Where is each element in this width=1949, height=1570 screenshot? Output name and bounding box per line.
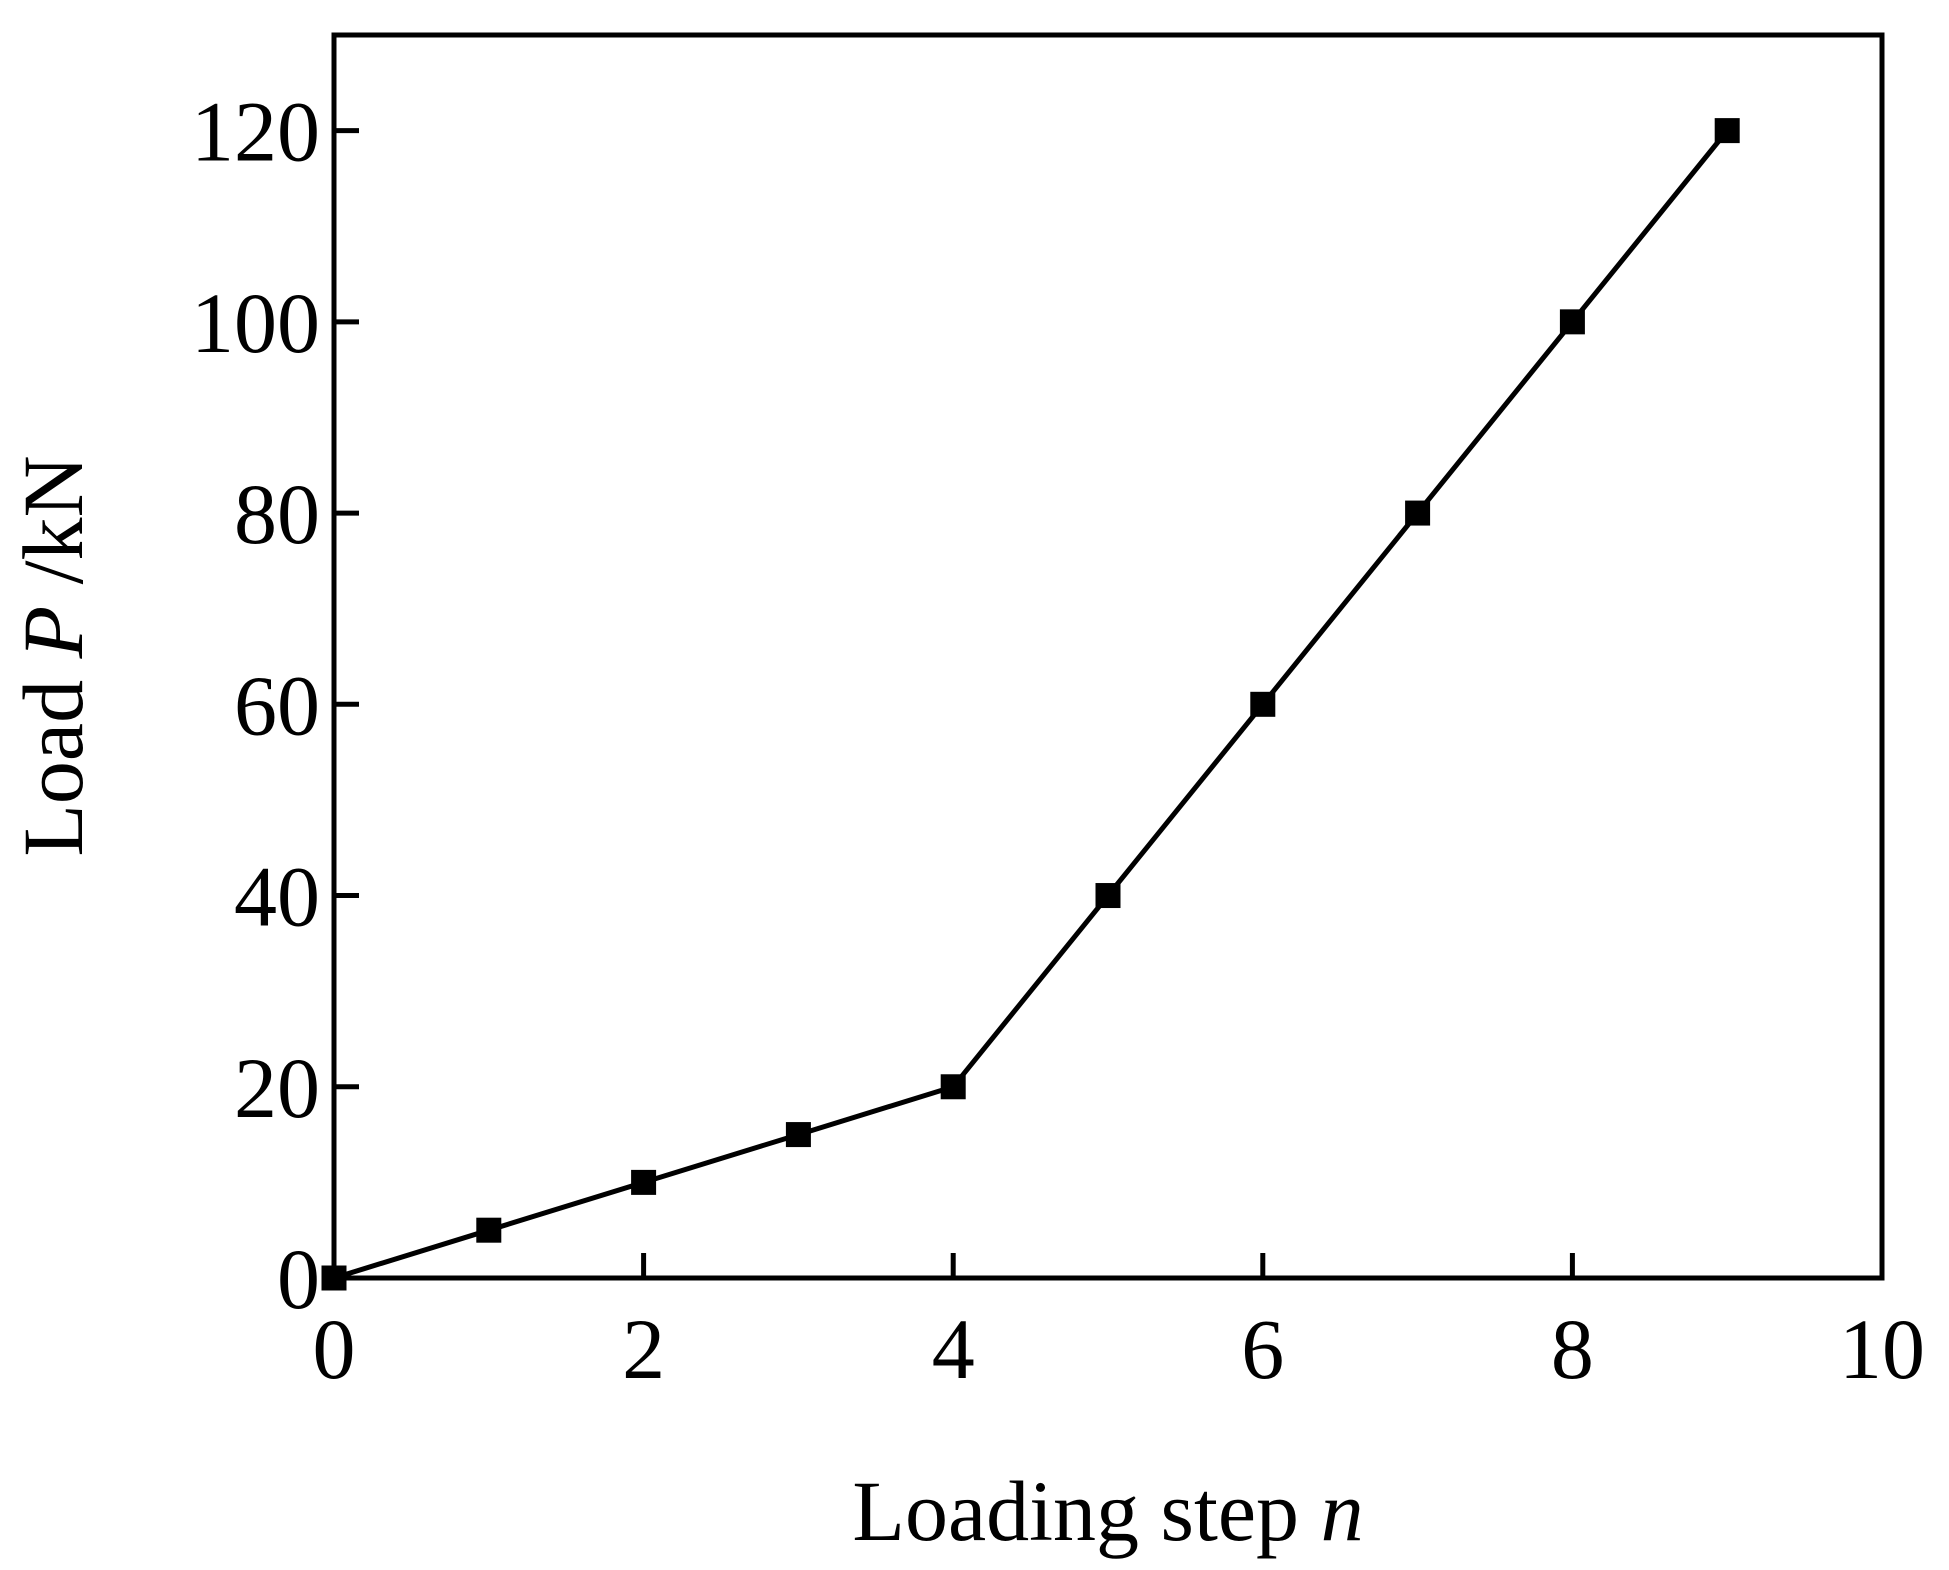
y-tick-label: 100 (191, 275, 320, 371)
x-axis-label-part: n (1321, 1463, 1364, 1559)
data-line (333, 129, 1730, 1281)
marker (785, 1122, 811, 1148)
marker (940, 1074, 966, 1100)
x-tick-label: 8 (1551, 1301, 1594, 1397)
marker (1714, 118, 1740, 144)
y-tick-label: 20 (234, 1040, 320, 1136)
marker (1095, 883, 1121, 909)
x-tick-label: 6 (1241, 1301, 1284, 1397)
marker (631, 1169, 657, 1195)
x-tick-label: 4 (932, 1301, 975, 1397)
y-tick-label: 0 (277, 1231, 320, 1327)
marker (1559, 309, 1585, 335)
y-tick-label: 40 (234, 849, 320, 945)
y-tick-label: 80 (234, 466, 320, 562)
marker (476, 1217, 502, 1243)
marker (1250, 691, 1276, 717)
plot-frame (331, 32, 1885, 1281)
y-axis-label: Load P /kN (5, 455, 101, 856)
x-tick-label: 2 (622, 1301, 665, 1397)
y-axis-label-part: /kN (5, 455, 101, 606)
y-axis-label-part: P (5, 606, 101, 660)
x-tick-label: 0 (313, 1301, 356, 1397)
y-tick-label: 120 (191, 84, 320, 180)
marker (1405, 500, 1431, 526)
x-axis-label: Loading step n (852, 1463, 1363, 1559)
x-tick-label: 10 (1839, 1301, 1925, 1397)
y-axis-label-part: Load (5, 658, 101, 856)
x-axis-label-part: Loading step (852, 1463, 1320, 1559)
y-tick-label: 60 (234, 657, 320, 753)
